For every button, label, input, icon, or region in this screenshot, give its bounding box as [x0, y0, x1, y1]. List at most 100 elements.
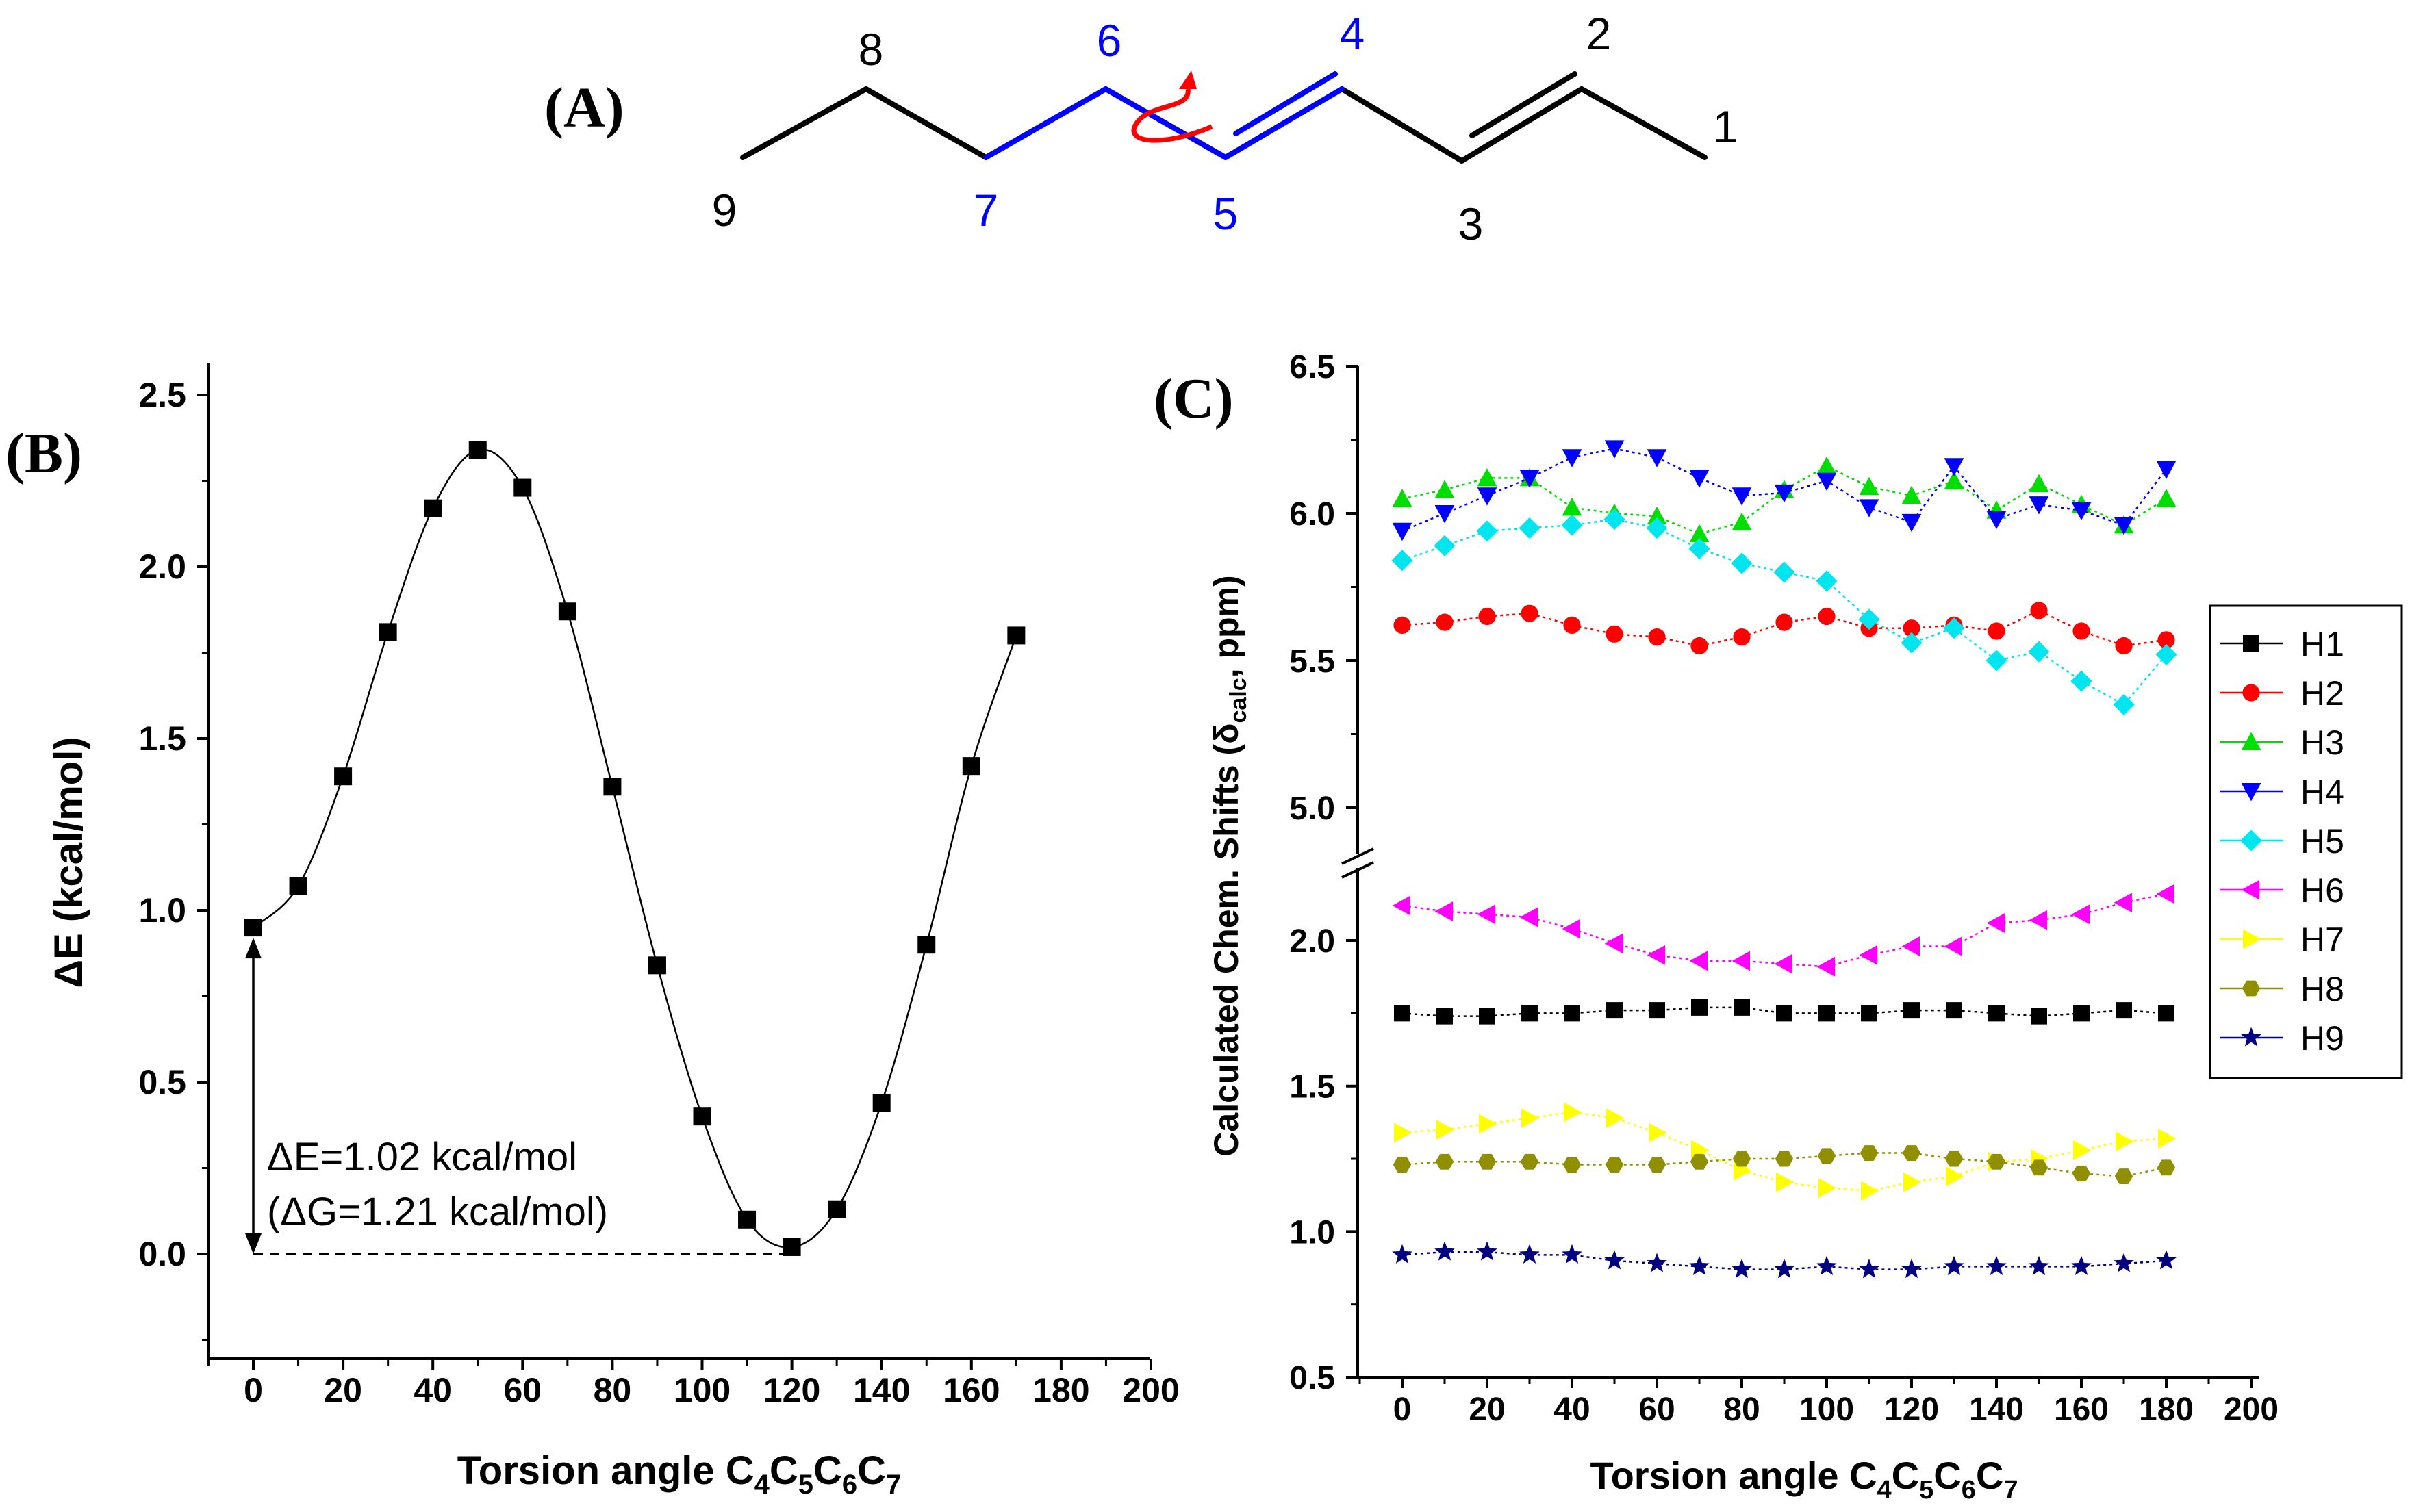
panel-c-x-ticks: 0 20 40 60 80 100 120 140 160 180 200 — [1358, 1377, 2279, 1428]
data-point — [1816, 956, 1835, 977]
bond-6-5 — [1103, 86, 1228, 160]
data-point — [2029, 1159, 2048, 1176]
data-point — [1521, 1005, 1538, 1022]
panel-c-x-tick-label: 200 — [2224, 1392, 2279, 1428]
data-point — [1903, 1172, 1922, 1192]
data-point — [2158, 1128, 2177, 1149]
data-point — [1393, 616, 1411, 635]
data-point — [1944, 458, 1964, 476]
data-point — [1434, 535, 1456, 556]
data-point — [1606, 1002, 1623, 1019]
data-point — [2029, 1255, 2049, 1276]
data-point — [1774, 1259, 1794, 1279]
data-point — [1816, 1255, 1837, 1276]
panel-b-x-tick-label: 160 — [943, 1371, 1000, 1409]
data-point — [1479, 1008, 1495, 1025]
data-point — [1946, 1002, 1962, 1019]
data-point — [1394, 1123, 1412, 1143]
data-point — [1519, 470, 1540, 488]
data-point — [2073, 1140, 2092, 1160]
data-point — [1986, 1255, 2007, 1276]
legend-marker — [2242, 980, 2261, 997]
data-point — [2029, 910, 2047, 930]
data-point — [2114, 1253, 2134, 1272]
panel-b-x-tick-label: 80 — [594, 1371, 632, 1409]
data-point — [603, 778, 622, 796]
data-point — [1861, 1005, 1877, 1022]
bond-3-2 — [1459, 86, 1584, 164]
data-point — [1521, 1108, 1540, 1128]
panel-c-y-label: Calculated Chem. Shifts (δcalc, ppm) — [1207, 575, 1252, 1156]
data-point — [1647, 945, 1665, 965]
panel-b-label: (B) — [5, 422, 82, 485]
atom-labels: 1 2 3 4 5 6 7 8 9 — [712, 8, 1738, 249]
legend-marker — [2241, 732, 2261, 750]
legend: H1 H2 H3 H4 H5 H6 H7 H8 H9 — [2209, 604, 2403, 1079]
data-point — [379, 623, 397, 641]
panel-c-y-tick-label: 2.0 — [1289, 923, 1335, 960]
panel-a-label: (A) — [544, 76, 624, 140]
data-point — [1988, 622, 2005, 640]
atom-label-5: 5 — [1213, 188, 1239, 239]
data-point — [2156, 489, 2177, 507]
data-point — [244, 919, 262, 937]
data-point — [693, 1107, 711, 1126]
panel-c: (C) 0 20 40 60 80 100 120 140 160 180 200 0.5 1.0 1.… — [1154, 349, 2403, 1504]
data-point — [1775, 613, 1793, 631]
data-point — [1776, 1172, 1794, 1192]
data-point — [2072, 1165, 2091, 1181]
data-point — [1606, 1108, 1625, 1128]
panel-b-x-tick-label: 140 — [853, 1371, 910, 1409]
series-H1 — [1394, 999, 2174, 1025]
data-point — [648, 956, 666, 975]
data-point — [1859, 499, 1879, 517]
data-point — [1861, 1181, 1879, 1201]
panel-c-x-tick-label: 100 — [1799, 1392, 1854, 1428]
data-point — [1562, 498, 1582, 516]
data-point — [2114, 1168, 2133, 1184]
data-point — [1901, 632, 1923, 654]
data-point — [1944, 936, 1962, 956]
panel-c-x-tick-label: 20 — [1469, 1392, 1505, 1428]
data-point — [1519, 1244, 1540, 1264]
data-point — [2155, 643, 2177, 665]
data-point — [1476, 520, 1498, 542]
data-point — [1435, 1153, 1454, 1170]
panel-b-x-tick-label: 200 — [1122, 1371, 1179, 1409]
data-point — [1434, 1241, 1455, 1261]
legend-label: H4 — [2300, 773, 2344, 811]
data-point — [1434, 505, 1455, 524]
data-point — [1647, 506, 1667, 525]
data-point — [1901, 936, 1920, 956]
data-point — [1902, 1145, 1921, 1161]
legend-label: H3 — [2300, 723, 2344, 762]
data-point — [1647, 1157, 1666, 1173]
series-H8 — [1393, 1145, 2176, 1184]
data-point — [1988, 1005, 2005, 1022]
panel-b-points — [244, 441, 1026, 1256]
data-point — [2071, 1255, 2092, 1276]
data-point — [1858, 608, 1880, 630]
panel-b-y-tick-label: 2.0 — [138, 548, 186, 586]
panel-c-x-tick-label: 180 — [2139, 1392, 2194, 1428]
data-point — [558, 602, 576, 621]
data-point — [2072, 622, 2090, 640]
data-point — [1564, 1005, 1580, 1022]
panel-c-x-label: Torsion angle C4C5C6C7 — [1590, 1454, 2018, 1504]
data-point — [1689, 1255, 1710, 1276]
data-point — [1434, 480, 1455, 498]
panel-b-fit-curve — [253, 448, 1017, 1248]
data-point — [2115, 637, 2133, 655]
panel-b-annotation-2: (ΔG=1.21 kcal/mol) — [267, 1190, 608, 1234]
data-point — [1562, 449, 1582, 467]
rotation-arrow-head — [1179, 71, 1197, 89]
data-point — [1776, 1005, 1792, 1022]
data-point — [1477, 487, 1497, 506]
legend-label: H7 — [2300, 921, 2344, 959]
data-point — [1436, 1008, 1453, 1025]
data-point — [289, 877, 307, 895]
data-point — [1732, 951, 1750, 971]
data-point — [2114, 517, 2134, 535]
data-point — [1603, 509, 1625, 530]
data-point — [1732, 1259, 1752, 1279]
